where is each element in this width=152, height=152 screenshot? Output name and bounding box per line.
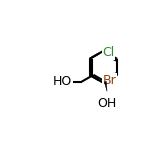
Text: OH: OH [97,97,117,110]
Text: HO: HO [53,75,72,88]
Polygon shape [104,81,107,92]
Text: Cl: Cl [102,47,115,59]
Text: Br: Br [102,74,116,86]
